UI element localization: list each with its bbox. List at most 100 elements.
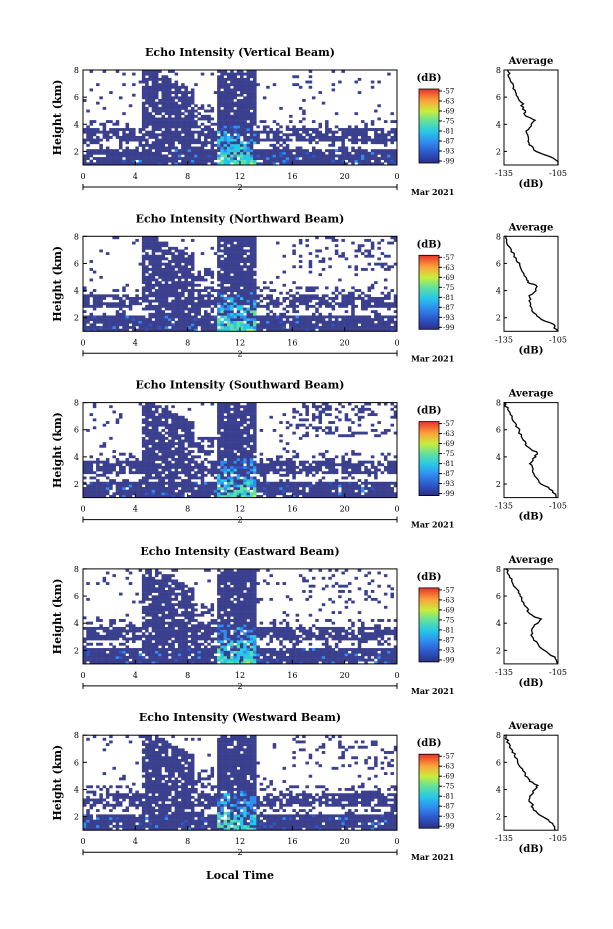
heatmap-cell	[217, 83, 221, 87]
heatmap-cell	[164, 487, 169, 490]
heatmap-cell	[122, 162, 126, 166]
heatmap-cell	[83, 476, 87, 480]
heatmap-cell	[96, 159, 100, 163]
heatmap-cell	[321, 159, 326, 163]
heatmap-cell	[164, 407, 169, 411]
heatmap-cell	[311, 149, 316, 153]
heatmap-cell	[145, 455, 149, 459]
heatmap-cell	[390, 130, 394, 134]
heatmap-cell	[311, 405, 316, 409]
heatmap-cell	[298, 318, 303, 321]
heatmap-cell	[217, 80, 221, 84]
heatmap-cell	[151, 257, 156, 261]
heatmap-cell	[275, 154, 280, 158]
heatmap-cell	[223, 439, 228, 443]
heatmap-cell	[223, 238, 228, 242]
heatmap-cell	[246, 465, 251, 469]
heatmap-cell	[181, 146, 185, 150]
heatmap-cell	[289, 162, 293, 166]
heatmap-cell	[364, 128, 368, 131]
heatmap-cell	[246, 315, 251, 319]
heatmap-cell	[102, 159, 107, 163]
heatmap-cell	[174, 465, 179, 469]
heatmap-cell	[230, 246, 234, 250]
heatmap-cell	[259, 157, 264, 160]
heatmap-cell	[151, 109, 156, 113]
heatmap-cell	[302, 299, 306, 303]
heatmap-cell	[168, 489, 172, 493]
heatmap-cell	[181, 447, 185, 451]
heatmap-cell	[125, 460, 130, 464]
heatmap-cell	[308, 159, 313, 163]
heatmap-cell	[141, 109, 146, 113]
heatmap-cell	[181, 452, 185, 456]
heatmap-cell	[115, 323, 120, 327]
heatmap-cell	[383, 135, 388, 139]
heatmap-cell	[145, 318, 149, 321]
heatmap-cell	[230, 463, 234, 467]
heatmap-cell	[190, 444, 195, 448]
heatmap-cell	[204, 270, 208, 274]
heatmap-cell	[331, 238, 336, 242]
heatmap-cell	[269, 154, 273, 158]
heatmap-cell	[223, 262, 228, 266]
heatmap-cell	[207, 444, 211, 448]
heatmap-cell	[145, 426, 149, 430]
heatmap-cell	[347, 151, 352, 155]
heatmap-cell	[318, 125, 323, 129]
heatmap-cell	[200, 492, 205, 496]
heatmap-cell	[204, 492, 208, 496]
heatmap-cell	[151, 249, 156, 253]
heatmap-cell	[115, 151, 120, 155]
heatmap-cell	[266, 463, 270, 467]
heatmap-cell	[187, 275, 192, 279]
heatmap-cell	[168, 252, 172, 256]
heatmap-cell	[197, 270, 201, 274]
heatmap-cell	[223, 151, 228, 155]
heatmap-cell	[220, 320, 224, 324]
heatmap-cell	[338, 254, 342, 258]
heatmap-cell	[151, 489, 156, 493]
heatmap-cell	[390, 135, 394, 139]
heatmap-cell	[177, 318, 182, 321]
heatmap-cell	[92, 294, 97, 298]
heatmap-cell	[171, 492, 175, 496]
heatmap-cell	[161, 415, 166, 419]
heatmap-cell	[197, 468, 201, 472]
heatmap-cell	[171, 85, 175, 89]
heatmap-cell	[210, 326, 215, 329]
heatmap-cell	[289, 294, 293, 298]
heatmap-cell	[132, 320, 136, 324]
heatmap-cell	[158, 431, 162, 435]
heatmap-cell	[115, 458, 120, 461]
heatmap-cell	[86, 468, 90, 472]
heatmap-cell	[145, 72, 149, 76]
heatmap-cell	[213, 135, 218, 139]
heatmap-cell	[374, 149, 378, 153]
heatmap-cell	[246, 70, 251, 73]
heatmap-cell	[181, 494, 185, 498]
heatmap-cell	[305, 244, 309, 248]
heatmap-cell	[223, 244, 228, 248]
heatmap-cell	[207, 436, 211, 440]
heatmap-cell	[181, 265, 185, 269]
heatmap-cell	[112, 128, 116, 131]
heatmap-cell	[220, 149, 224, 153]
heatmap-cell	[393, 299, 398, 303]
heatmap-cell	[226, 447, 231, 451]
heatmap-cell	[328, 265, 332, 269]
heatmap-cell	[174, 473, 179, 477]
heatmap-cell	[164, 291, 169, 295]
heatmap-cell	[370, 241, 375, 245]
heatmap-cell	[223, 410, 228, 414]
heatmap-cell	[305, 418, 309, 422]
heatmap-cell	[240, 122, 244, 126]
heatmap-cell	[217, 88, 221, 92]
heatmap-cell	[210, 135, 215, 139]
heatmap-cell	[174, 426, 179, 430]
heatmap-cell	[132, 93, 136, 97]
heatmap-cell	[269, 326, 273, 329]
heatmap-cell	[118, 96, 123, 100]
heatmap-cell	[269, 320, 273, 324]
heatmap-cell	[243, 460, 247, 464]
